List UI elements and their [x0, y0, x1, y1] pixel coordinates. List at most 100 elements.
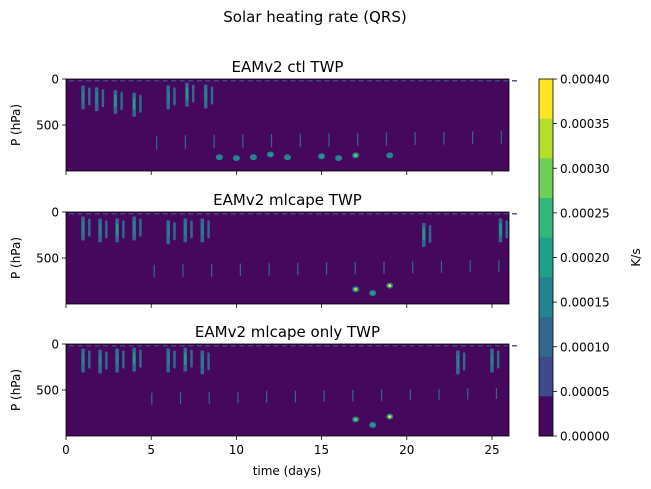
upper-streak: [452, 80, 458, 82]
upper-streak: [290, 345, 296, 347]
y-tick-label: 0: [51, 73, 59, 87]
mid-trace: [438, 388, 440, 400]
mid-trace: [242, 134, 244, 148]
panel-title: EAMv2 ctl TWP: [232, 58, 344, 76]
heatmap-feature: [139, 94, 142, 113]
heatmap-feature-core: [201, 223, 204, 236]
upper-streak: [384, 80, 390, 82]
upper-streak: [137, 80, 143, 82]
upper-streak: [435, 213, 441, 215]
upper-streak: [222, 213, 228, 215]
heatmap-feature-core: [388, 284, 392, 287]
upper-streak: [128, 213, 134, 215]
heatmap-feature-core: [201, 355, 204, 368]
upper-streak: [77, 80, 83, 82]
heatmap-feature: [496, 350, 500, 369]
heatmap-feature-core: [388, 153, 392, 157]
upper-streak: [213, 213, 219, 215]
upper-streak: [477, 213, 483, 215]
mid-trace: [354, 261, 356, 275]
upper-streak: [213, 80, 219, 82]
upper-streak: [384, 345, 390, 347]
upper-streak: [290, 80, 296, 82]
mid-trace: [294, 390, 297, 403]
upper-streak: [333, 80, 339, 82]
heatmap-feature-core: [133, 352, 136, 365]
upper-streak: [324, 213, 330, 215]
upper-streak: [281, 345, 287, 347]
upper-streak: [350, 345, 356, 347]
upper-streak: [460, 213, 466, 215]
mid-trace: [211, 263, 213, 277]
heatmap-feature-core: [217, 155, 221, 159]
x-axis-label: time (days): [253, 464, 322, 478]
colorbar-tick-label: 0.00025: [560, 206, 610, 220]
upper-streak: [111, 80, 117, 82]
colorbar-label: K/s: [629, 248, 643, 266]
colorbar-tick-label: 0.00030: [560, 162, 610, 176]
upper-streak: [103, 213, 109, 215]
heatmap-feature-core: [82, 353, 85, 366]
upper-streak: [86, 80, 92, 82]
colorbar-segment: [539, 79, 553, 120]
upper-streak: [443, 80, 449, 82]
upper-streak: [196, 213, 202, 215]
upper-streak: [333, 213, 339, 215]
mid-trace: [151, 392, 153, 405]
colorbar-segment: [539, 158, 553, 199]
panel-2: EAMv2 mlcape TWP 0 500 P (hPa): [9, 191, 517, 308]
colorbar-segment: [539, 277, 553, 318]
upper-streak: [324, 80, 330, 82]
upper-streak: [256, 80, 262, 82]
upper-streak: [162, 345, 168, 347]
y-axis-label: P (hPa): [9, 104, 23, 146]
upper-streak: [145, 345, 151, 347]
mid-trace: [297, 262, 299, 276]
colorbar-tick-label: 0.00010: [560, 340, 610, 354]
heatmap-feature: [191, 84, 195, 103]
upper-streak: [477, 345, 483, 347]
mid-trace: [357, 132, 359, 146]
upper-streak: [418, 213, 424, 215]
x-tick-label: 10: [229, 443, 244, 457]
upper-streak: [162, 213, 168, 215]
upper-streak: [392, 80, 398, 82]
mid-trace: [500, 130, 502, 144]
heatmap-feature-core: [319, 154, 324, 158]
upper-streak: [196, 80, 202, 82]
heatmap-feature: [462, 352, 466, 371]
heatmap-feature-core: [185, 87, 188, 100]
heatmap-feature-core: [354, 153, 358, 157]
heatmap-feature-core: [167, 225, 170, 238]
upper-streak: [384, 213, 390, 215]
upper-streak: [486, 80, 492, 82]
heatmap-feature: [173, 350, 176, 369]
x-tick-label: 25: [484, 443, 499, 457]
heatmap-feature: [173, 87, 176, 106]
heatmap-feature: [88, 350, 91, 369]
mid-trace: [383, 261, 385, 274]
upper-streak: [256, 345, 262, 347]
upper-streak: [264, 345, 270, 347]
heatmap-feature: [139, 218, 142, 237]
mid-trace: [239, 263, 241, 277]
colorbar-tick-label: 0.00040: [560, 73, 610, 87]
upper-streak: [409, 213, 415, 215]
heatmap-feature-core: [116, 223, 119, 236]
upper-streak: [120, 80, 126, 82]
upper-streak: [299, 213, 305, 215]
upper-streak: [324, 345, 330, 347]
upper-streak: [205, 213, 211, 215]
upper-streak: [222, 345, 228, 347]
heatmap-feature-core: [184, 223, 187, 236]
upper-streak: [273, 213, 279, 215]
upper-streak: [179, 345, 185, 347]
mid-trace: [184, 135, 186, 149]
upper-streak: [273, 80, 279, 82]
heatmap-feature-core: [204, 89, 207, 102]
upper-streak: [367, 213, 373, 215]
heatmap-feature-core: [354, 287, 358, 291]
upper-streak: [512, 213, 517, 215]
upper-streak: [128, 80, 134, 82]
heatmap-feature-core: [99, 354, 102, 367]
